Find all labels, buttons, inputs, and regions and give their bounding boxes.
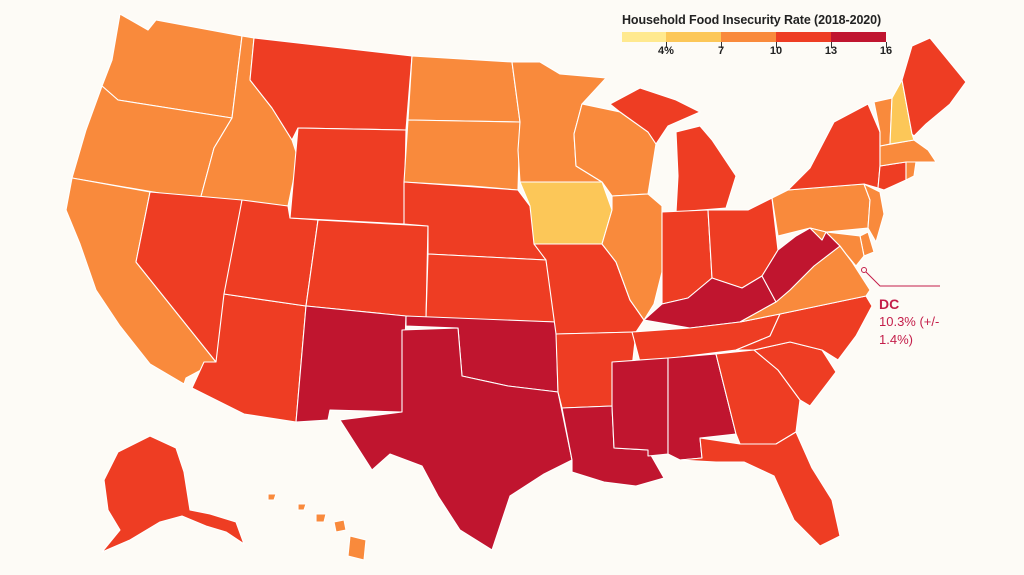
- legend-title: Household Food Insecurity Rate (2018-202…: [622, 13, 882, 27]
- dc-leader-line: [865, 271, 940, 287]
- legend-tick-mark: [886, 42, 887, 48]
- state-NY[interactable]: [787, 103, 881, 191]
- state-PA[interactable]: [771, 183, 871, 237]
- state-RI[interactable]: [905, 161, 917, 181]
- state-MD[interactable]: [809, 227, 865, 267]
- state-TX[interactable]: [339, 327, 573, 551]
- dc-callout-value: 10.3% (+/- 1.4%): [879, 314, 940, 347]
- state-CO[interactable]: [305, 219, 429, 319]
- state-WY[interactable]: [289, 127, 407, 225]
- state-IA[interactable]: [519, 181, 613, 245]
- state-VT[interactable]: [873, 97, 893, 147]
- state-MA[interactable]: [879, 139, 937, 167]
- legend-swatch: [666, 32, 721, 42]
- state-AK[interactable]: [101, 435, 245, 553]
- state-KS[interactable]: [425, 253, 557, 323]
- legend-tick-label: 13: [824, 45, 838, 57]
- legend-tick-mark: [721, 42, 722, 48]
- legend-tick-label: 7: [717, 45, 725, 57]
- state-HI[interactable]: [267, 493, 367, 561]
- legend-swatch: [622, 32, 666, 42]
- legend-swatch: [831, 32, 886, 42]
- state-NC[interactable]: [735, 295, 873, 361]
- state-MS[interactable]: [611, 357, 669, 457]
- state-NH[interactable]: [889, 79, 915, 145]
- dc-callout-title: DC: [879, 296, 900, 312]
- legend-tick-mark: [776, 42, 777, 48]
- state-FL[interactable]: [679, 431, 841, 547]
- legend-swatch: [776, 32, 831, 42]
- state-ND[interactable]: [407, 55, 521, 123]
- legend-tick-label: 10: [769, 45, 783, 57]
- dc-marker[interactable]: [861, 267, 867, 273]
- legend-tick-label: 4%: [658, 45, 674, 57]
- state-MI[interactable]: [609, 87, 737, 213]
- legend-tick-mark: [666, 42, 667, 48]
- state-SD[interactable]: [403, 119, 521, 191]
- legend-color-bar: [622, 32, 886, 42]
- state-ME[interactable]: [901, 37, 967, 137]
- state-NM[interactable]: [295, 305, 407, 423]
- legend-ticks: [622, 42, 887, 50]
- legend-tick-mark: [831, 42, 832, 48]
- legend-tick-label: 16: [879, 45, 893, 57]
- legend-swatch: [721, 32, 776, 42]
- state-NJ[interactable]: [863, 183, 885, 243]
